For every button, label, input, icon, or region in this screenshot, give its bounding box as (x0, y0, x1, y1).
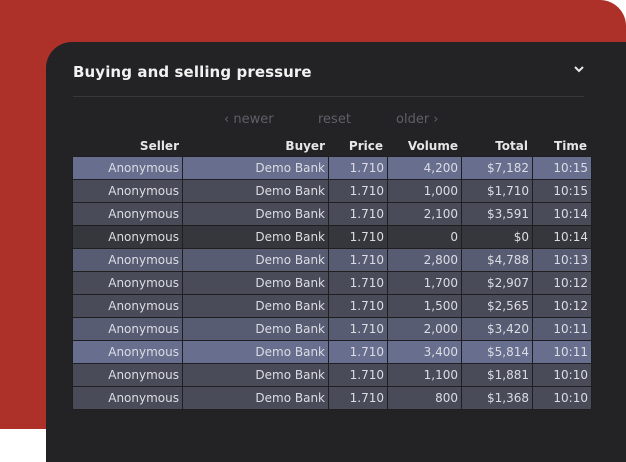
column-header-seller: Seller (139, 139, 179, 153)
widget-title: Buying and selling pressure (73, 63, 312, 81)
cell-time: 10:15 (532, 179, 592, 203)
cell-buyer: Demo Bank (182, 317, 329, 341)
cell-total: $1,881 (461, 363, 533, 387)
cell-time: 10:10 (532, 386, 592, 410)
cell-price: 1.710 (328, 271, 388, 295)
cell-volume: 4,200 (387, 156, 462, 180)
chevron-down-icon[interactable] (572, 62, 586, 76)
cell-seller: Anonymous (72, 179, 183, 203)
table-row[interactable]: Anonymous Demo Bank 1.710 1,000 $1,710 10:15 (72, 179, 592, 203)
trades-table: Anonymous Demo Bank 1.710 4,200 $7,182 10:15 A… (72, 156, 592, 410)
cell-seller: Anonymous (72, 317, 183, 341)
cell-volume: 0 (387, 225, 462, 249)
cell-price: 1.710 (328, 156, 388, 180)
table-row[interactable]: Anonymous Demo Bank 1.710 2,000 $3,420 10:11 (72, 317, 592, 341)
cell-buyer: Demo Bank (182, 271, 329, 295)
cell-buyer: Demo Bank (182, 386, 329, 410)
cell-total: $2,565 (461, 294, 533, 318)
cell-price: 1.710 (328, 294, 388, 318)
cell-time: 10:15 (532, 156, 592, 180)
older-button[interactable]: older › (396, 112, 439, 127)
table-row[interactable]: Anonymous Demo Bank 1.710 800 $1,368 10:10 (72, 386, 592, 410)
cell-buyer: Demo Bank (182, 340, 329, 364)
cell-price: 1.710 (328, 340, 388, 364)
cell-seller: Anonymous (72, 156, 183, 180)
cell-buyer: Demo Bank (182, 179, 329, 203)
cell-seller: Anonymous (72, 271, 183, 295)
cell-price: 1.710 (328, 248, 388, 272)
cell-time: 10:11 (532, 317, 592, 341)
cell-buyer: Demo Bank (182, 156, 329, 180)
cell-time: 10:14 (532, 225, 592, 249)
cell-total: $7,182 (461, 156, 533, 180)
cell-seller: Anonymous (72, 363, 183, 387)
cell-volume: 2,000 (387, 317, 462, 341)
cell-price: 1.710 (328, 386, 388, 410)
cell-seller: Anonymous (72, 225, 183, 249)
table-row[interactable]: Anonymous Demo Bank 1.710 1,500 $2,565 10:12 (72, 294, 592, 318)
cell-buyer: Demo Bank (182, 225, 329, 249)
cell-volume: 800 (387, 386, 462, 410)
cell-price: 1.710 (328, 202, 388, 226)
table-row[interactable]: Anonymous Demo Bank 1.710 3,400 $5,814 10:11 (72, 340, 592, 364)
cell-volume: 1,100 (387, 363, 462, 387)
cell-total: $1,710 (461, 179, 533, 203)
cell-volume: 1,000 (387, 179, 462, 203)
cell-time: 10:13 (532, 248, 592, 272)
column-header-time: Time (554, 139, 587, 153)
cell-total: $0 (461, 225, 533, 249)
cell-seller: Anonymous (72, 202, 183, 226)
column-header-total: Total (495, 139, 528, 153)
column-header-price: Price (348, 139, 383, 153)
cell-price: 1.710 (328, 317, 388, 341)
cell-volume: 2,800 (387, 248, 462, 272)
cell-volume: 1,700 (387, 271, 462, 295)
cell-total: $3,591 (461, 202, 533, 226)
table-row[interactable]: Anonymous Demo Bank 1.710 2,100 $3,591 10:14 (72, 202, 592, 226)
column-header-volume: Volume (407, 139, 458, 153)
cell-buyer: Demo Bank (182, 294, 329, 318)
cell-total: $2,907 (461, 271, 533, 295)
cell-total: $4,788 (461, 248, 533, 272)
cell-buyer: Demo Bank (182, 248, 329, 272)
cell-time: 10:14 (532, 202, 592, 226)
newer-button[interactable]: ‹ newer (224, 112, 274, 127)
cell-price: 1.710 (328, 225, 388, 249)
cell-total: $3,420 (461, 317, 533, 341)
cell-price: 1.710 (328, 363, 388, 387)
cell-time: 10:11 (532, 340, 592, 364)
cell-time: 10:12 (532, 271, 592, 295)
table-row[interactable]: Anonymous Demo Bank 1.710 4,200 $7,182 10:15 (72, 156, 592, 180)
cell-time: 10:10 (532, 363, 592, 387)
cell-time: 10:12 (532, 294, 592, 318)
table-row[interactable]: Anonymous Demo Bank 1.710 0 $0 10:14 (72, 225, 592, 249)
table-row[interactable]: Anonymous Demo Bank 1.710 1,700 $2,907 10:12 (72, 271, 592, 295)
cell-price: 1.710 (328, 179, 388, 203)
cell-seller: Anonymous (72, 294, 183, 318)
cell-seller: Anonymous (72, 386, 183, 410)
reset-button[interactable]: reset (318, 112, 351, 127)
cell-seller: Anonymous (72, 248, 183, 272)
cell-volume: 2,100 (387, 202, 462, 226)
table-row[interactable]: Anonymous Demo Bank 1.710 2,800 $4,788 10:13 (72, 248, 592, 272)
cell-seller: Anonymous (72, 340, 183, 364)
cell-buyer: Demo Bank (182, 202, 329, 226)
header-divider (73, 96, 584, 97)
cell-total: $5,814 (461, 340, 533, 364)
cell-volume: 1,500 (387, 294, 462, 318)
cell-buyer: Demo Bank (182, 363, 329, 387)
table-row[interactable]: Anonymous Demo Bank 1.710 1,100 $1,881 10:10 (72, 363, 592, 387)
cell-total: $1,368 (461, 386, 533, 410)
column-header-buyer: Buyer (285, 139, 325, 153)
cell-volume: 3,400 (387, 340, 462, 364)
